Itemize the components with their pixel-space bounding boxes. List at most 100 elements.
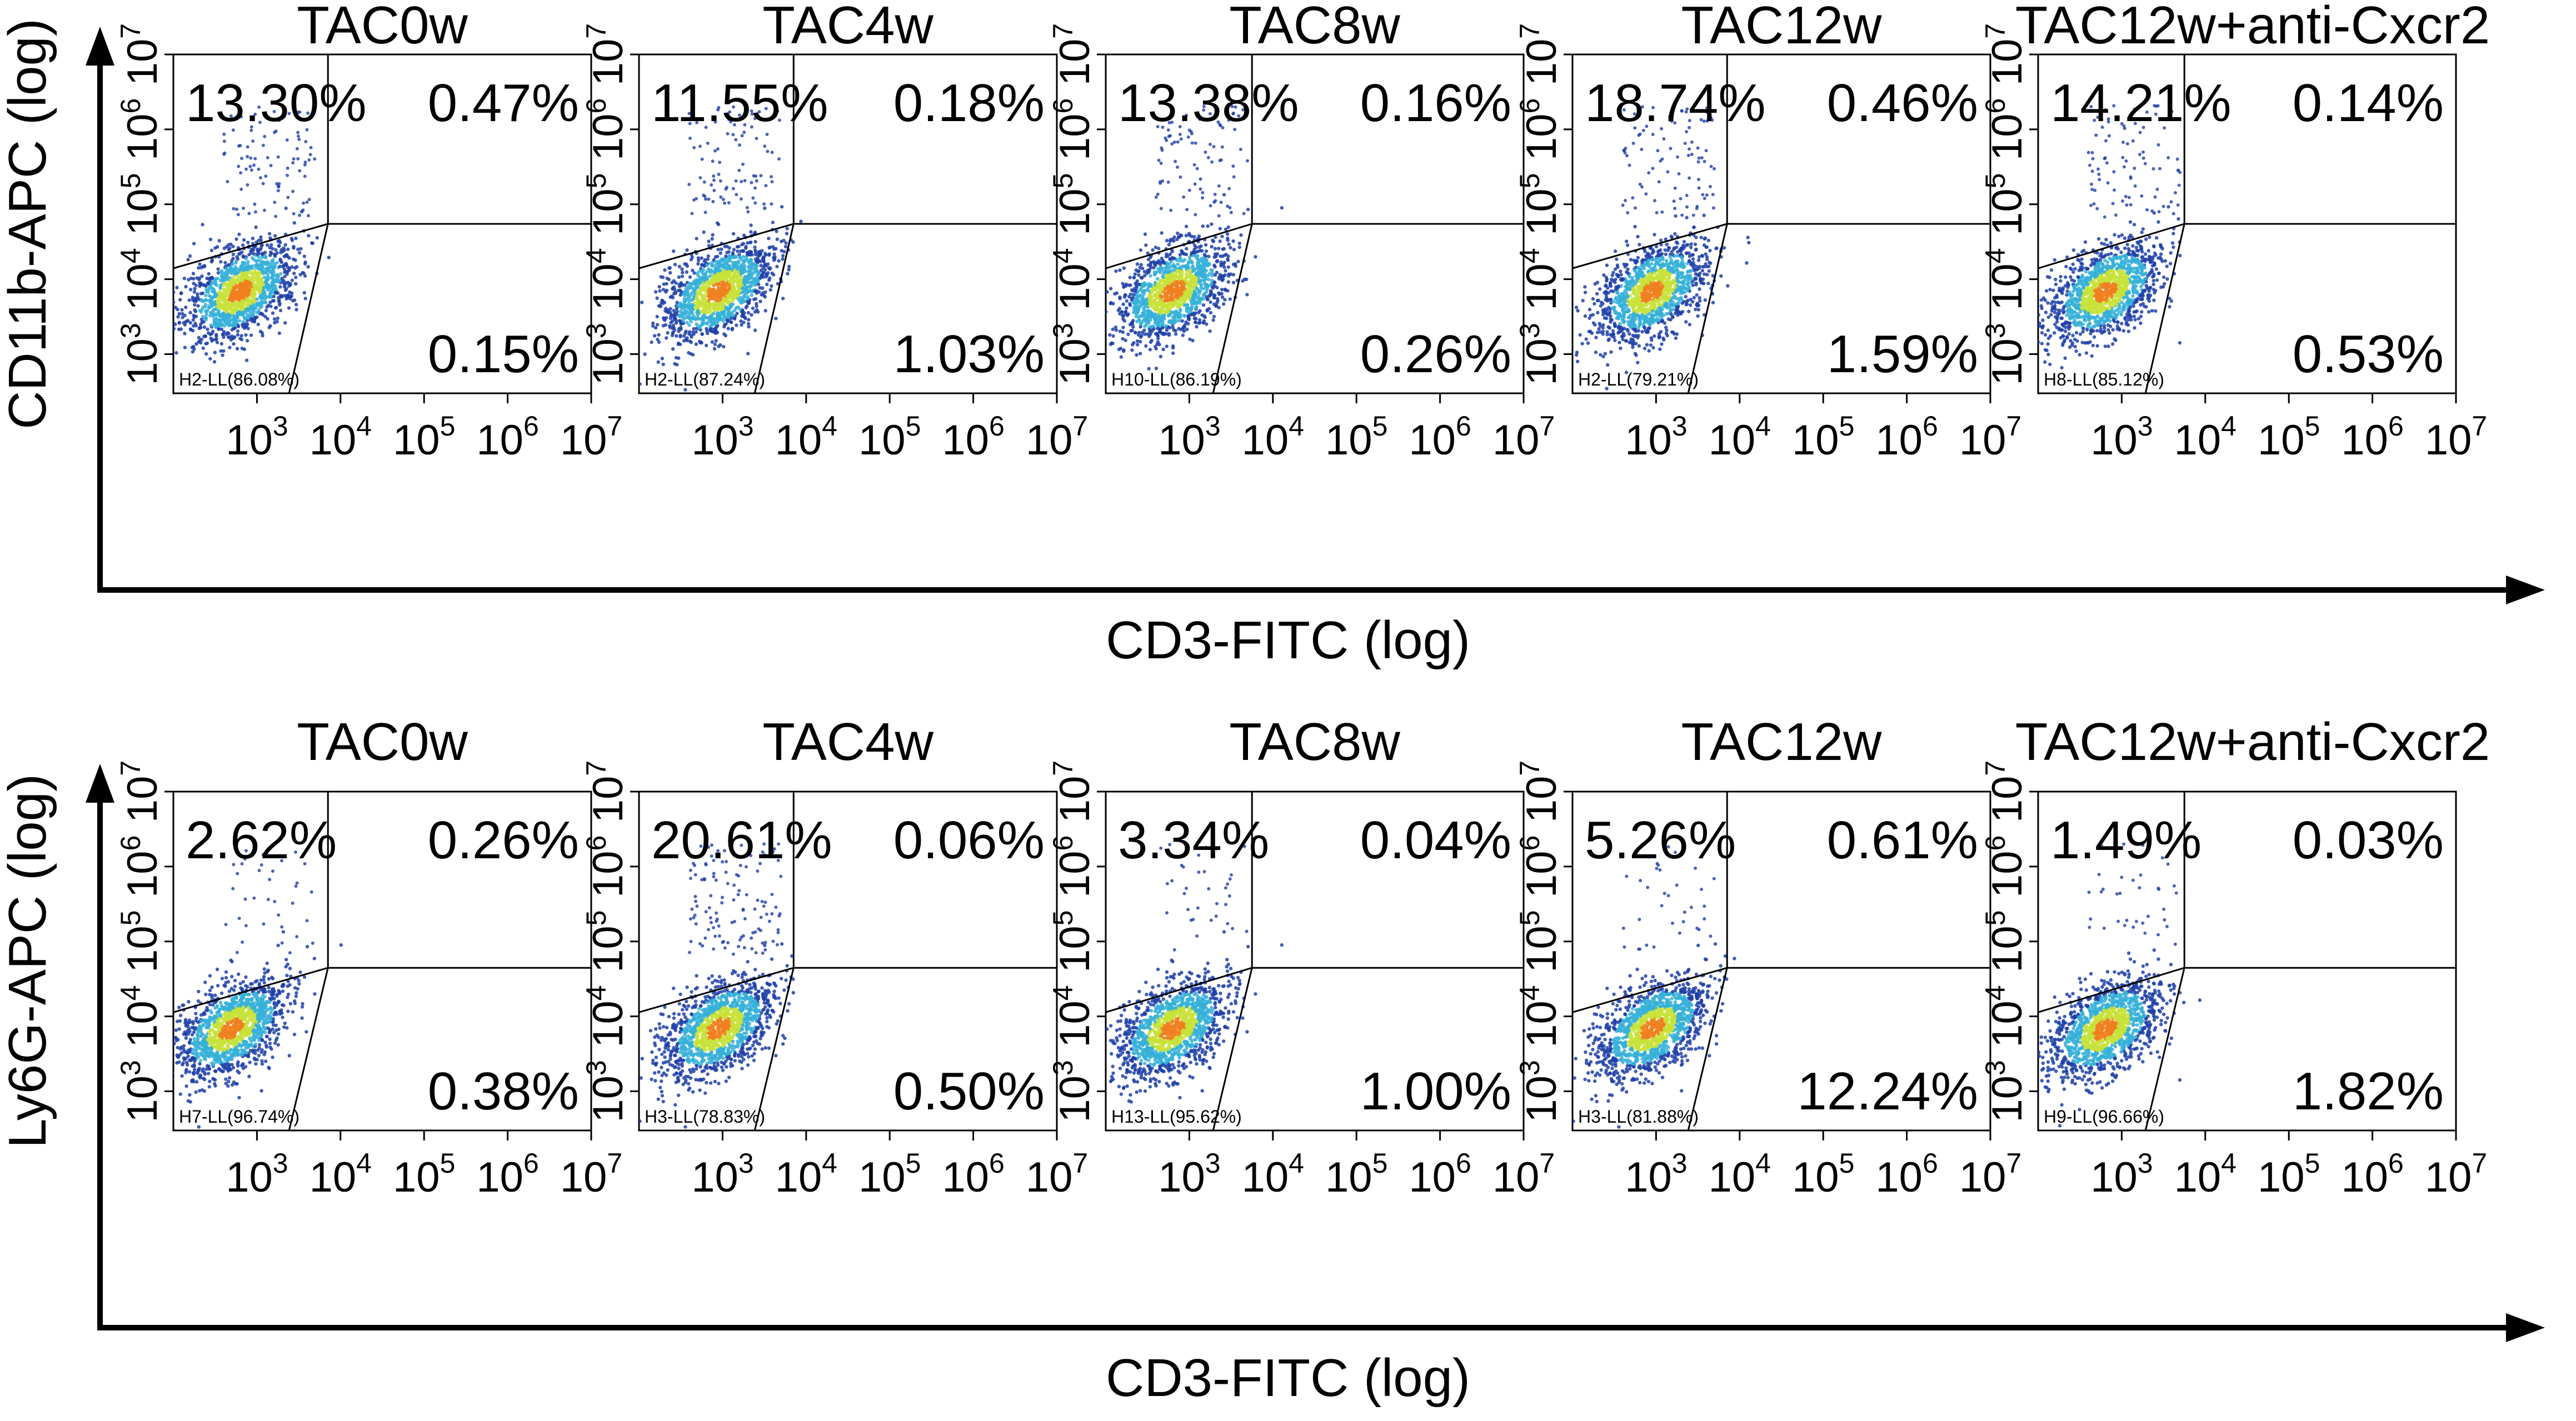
percent-lower-right: 1.03% [893, 324, 1045, 384]
y-tick-label: 103 [1514, 323, 1565, 385]
percent-upper-right: 0.47% [428, 73, 579, 133]
y-tick-label: 106 [115, 98, 166, 161]
panel-top-2: TAC4w 11.55% 0.18% 1.03% H2-LL(87.24%) 103 104… [581, 0, 1088, 464]
y-tick-label: 107 [115, 23, 166, 86]
y-tick-label: 103 [115, 1060, 166, 1122]
y-tick-label: 103 [115, 323, 166, 385]
x-tick-label: 104 [1242, 1148, 1304, 1201]
x-tick-label: 104 [2174, 1148, 2236, 1201]
gate-lower-line [1687, 223, 1728, 394]
percent-lower-right: 1.00% [1360, 1062, 1511, 1121]
y-tick-label: 107 [1514, 23, 1565, 86]
y-tick-label: 106 [115, 835, 166, 898]
y-tick-label: 105 [115, 173, 166, 236]
y-tick-label: 104 [1980, 248, 2031, 310]
y-tick-label: 105 [1514, 173, 1565, 236]
x-tick-label: 107 [1959, 1148, 2021, 1201]
y-tick-label: 104 [581, 985, 632, 1047]
x-tick-label: 103 [1625, 1148, 1687, 1201]
panel-title: TAC8w [1229, 712, 1400, 772]
y-tick-label: 103 [1980, 323, 2031, 385]
x-tick-label: 105 [1792, 411, 1854, 464]
panel-frame [638, 790, 1058, 1132]
y-tick-label: 107 [581, 23, 632, 86]
gate-lower-line [753, 967, 795, 1131]
percent-lower-right: 1.59% [1827, 324, 1978, 384]
percent-lower-right: 0.15% [428, 324, 579, 384]
gate-label-lower-left: H3-LL(78.83%) [645, 1107, 765, 1127]
y-tick-label: 103 [1980, 1060, 2031, 1122]
gate-label-lower-left: H8-LL(85.12%) [2044, 369, 2164, 389]
density-points [2038, 104, 2182, 370]
panel-top-4: TAC12w 18.74% 0.46% 1.59% H2-LL(79.21%) 103 10… [1514, 0, 2021, 464]
panel-top-3: TAC8w 13.38% 0.16% 0.26% H10-LL(86.19%) 103 10… [1047, 0, 1555, 464]
panel-title: TAC8w [1229, 0, 1400, 55]
gate-label-lower-left: H2-LL(79.21%) [1578, 369, 1699, 389]
percent-lower-right: 1.82% [2293, 1062, 2444, 1121]
x-tick-label: 103 [691, 411, 753, 464]
x-tick-label: 107 [560, 411, 622, 464]
y-tick-label: 106 [1047, 835, 1099, 898]
x-tick-label: 105 [2258, 1148, 2320, 1201]
gate-label-lower-left: H2-LL(87.24%) [645, 369, 765, 389]
x-tick-label: 107 [1492, 1148, 1555, 1201]
y-tick-label: 106 [1514, 835, 1565, 898]
y-axis-arrow [86, 27, 114, 66]
gate-slanted-line [173, 967, 328, 1013]
x-tick-label: 103 [226, 1148, 288, 1201]
x-tick-label: 106 [942, 411, 1004, 464]
y-tick-label: 104 [581, 248, 632, 310]
x-tick-label: 104 [309, 1148, 372, 1201]
percent-lower-right: 0.38% [428, 1062, 579, 1121]
y-tick-label: 104 [1514, 985, 1565, 1047]
density-points [173, 849, 343, 1129]
x-tick-label: 107 [1959, 411, 2021, 464]
gate-slanted-line [173, 223, 328, 269]
y-tick-label: 106 [1980, 835, 2031, 898]
x-tick-label: 103 [1158, 1148, 1220, 1201]
gate-lower-line [1212, 223, 1253, 394]
y-tick-label: 104 [1514, 248, 1565, 310]
x-tick-label: 103 [691, 1148, 753, 1201]
x-tick-label: 107 [560, 1148, 622, 1201]
x-tick-label: 104 [775, 1148, 837, 1201]
x-tick-label: 107 [1026, 411, 1088, 464]
y-axis-arrow [86, 764, 114, 803]
density-points [1106, 104, 1284, 371]
y-tick-label: 107 [115, 760, 166, 823]
x-tick-label: 105 [393, 1148, 455, 1201]
plot-row-top: CD11b-APC (log) CD3-FITC (log) TAC0w 13.30%… [0, 0, 2545, 670]
y-tick-label: 106 [581, 98, 632, 161]
panel-bottom-2: TAC4w 20.61% 0.06% 0.50% H3-LL(78.83%) 103 104… [581, 712, 1088, 1201]
percent-upper-left: 18.74% [1585, 73, 1766, 133]
gate-slanted-line [1105, 223, 1252, 269]
gate-slanted-line [2038, 223, 2185, 269]
y-axis-label: CD11b-APC (log) [0, 18, 57, 429]
x-tick-label: 104 [2174, 411, 2236, 464]
y-tick-label: 106 [581, 835, 632, 898]
y-tick-label: 104 [115, 248, 166, 310]
percent-upper-left: 2.62% [186, 810, 337, 870]
x-tick-label: 105 [858, 411, 921, 464]
x-tick-label: 105 [393, 411, 455, 464]
x-tick-label: 105 [858, 1148, 921, 1201]
panel-bottom-1: TAC0w 2.62% 0.26% 0.38% H7-LL(96.74%) 103 104 1… [115, 712, 622, 1201]
gate-lower-line [2144, 967, 2185, 1131]
x-tick-label: 105 [1325, 411, 1387, 464]
percent-lower-right: 12.24% [1797, 1062, 1978, 1121]
panel-title: TAC12w+anti-Cxcr2 [2015, 0, 2490, 55]
x-tick-label: 104 [775, 411, 837, 464]
panel-title: TAC12w [1681, 712, 1883, 772]
x-axis-arrow [2506, 576, 2545, 604]
percent-upper-right: 0.06% [893, 810, 1045, 870]
panel-title: TAC12w+anti-Cxcr2 [2015, 712, 2490, 772]
percent-upper-right: 0.18% [893, 73, 1045, 133]
gate-slanted-line [1572, 223, 1728, 269]
percent-lower-right: 0.53% [2293, 324, 2444, 384]
panel-frame [2037, 790, 2457, 1132]
y-tick-label: 105 [581, 173, 632, 236]
y-tick-label: 103 [581, 1060, 632, 1122]
gate-label-lower-left: H3-LL(81.88%) [1578, 1107, 1699, 1127]
gate-label-lower-left: H10-LL(86.19%) [1111, 369, 1242, 389]
